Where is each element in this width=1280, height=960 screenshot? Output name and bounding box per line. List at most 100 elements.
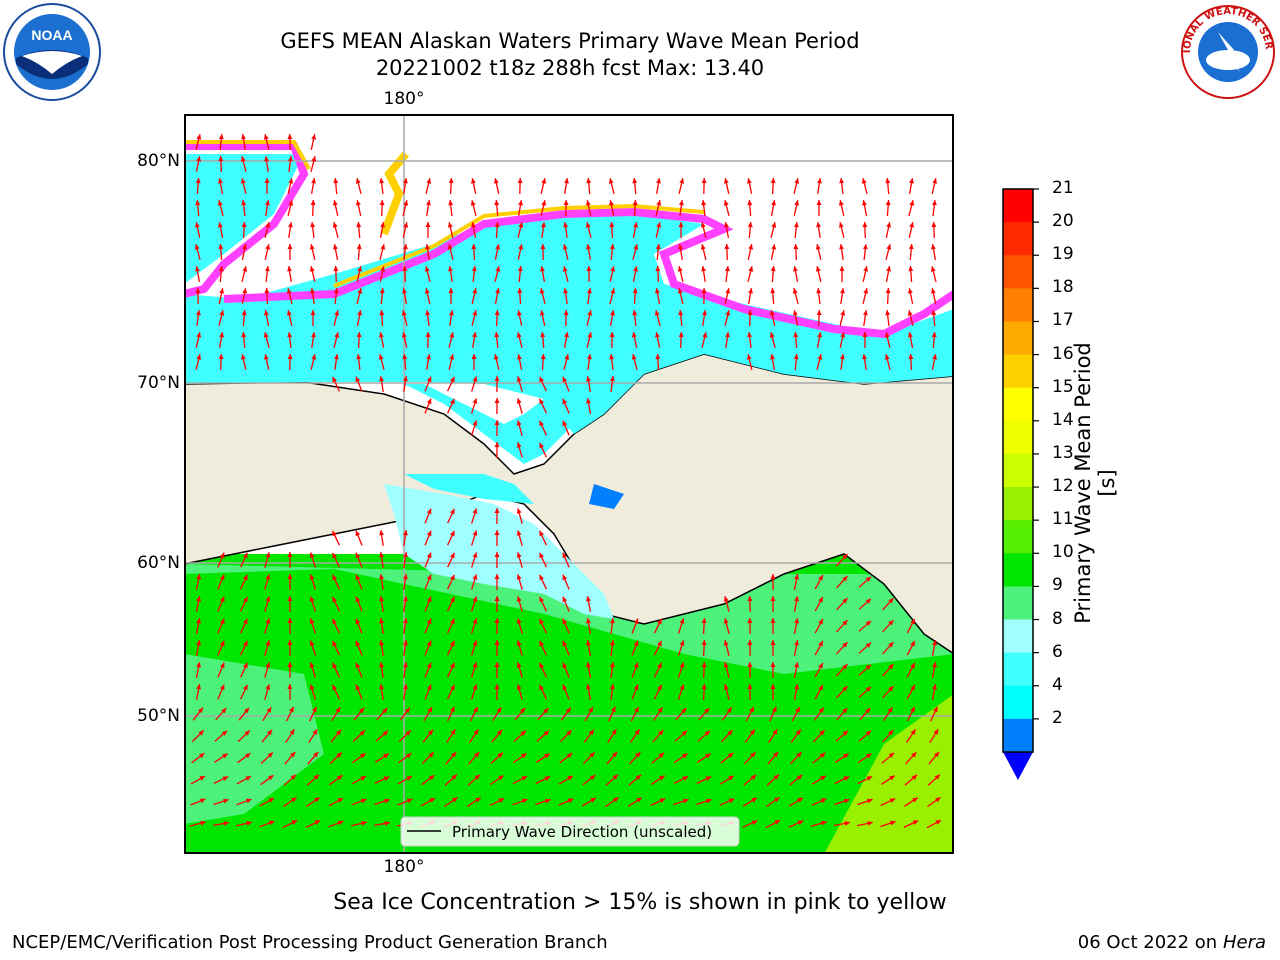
wave-arrow-head [702,332,708,338]
wave-arrow-head [678,200,684,206]
wave-arrow-head [358,707,364,714]
colorbar-swatch [1003,619,1033,654]
wave-arrow-head [539,684,544,691]
footer-date: 06 Oct 2022 on Hera [1078,932,1266,953]
wave-arrow-head [474,752,480,758]
wave-arrow-head [862,244,868,250]
wave-arrow-head [263,332,269,338]
wave-arrow-head [425,244,430,250]
wave-arrow-head [471,222,476,228]
wave-arrow-head [840,332,846,338]
wave-arrow-head [494,332,500,338]
wave-arrow-head [265,596,271,602]
wave-arrow-head [681,707,687,714]
wave-arrow-head [932,684,937,690]
wave-arrow-head [888,752,895,758]
wave-arrow-head [838,200,844,206]
wave-arrow-head [609,222,615,228]
wave-arrow-head [494,662,500,667]
wave-arrow-head [770,574,776,579]
wave-arrow-head [356,332,362,338]
wave-arrow-head [221,708,227,714]
wave-arrow-head [265,574,271,580]
footer-host: Hera [1222,932,1266,953]
colorbar-frame [1002,188,1034,753]
wave-arrow-head [473,706,478,713]
lat-label-50: 50°N [137,706,180,726]
wave-arrow-head [289,706,294,713]
colorbar-tick-label: 21 [1052,178,1074,198]
wave-arrow-head [495,288,500,294]
wave-arrow-head [449,354,455,360]
wave-arrow-head [632,288,638,294]
wave-arrow-head [682,776,689,781]
wave-arrow-head [911,774,918,780]
wave-arrow-head [657,707,663,713]
wave-arrow-head [196,640,201,646]
wave-arrow-head [195,178,201,184]
wave-arrow-head [451,774,457,780]
wave-arrow-head [887,707,893,713]
wave-arrow-head [747,684,753,690]
wave-arrow-head [450,398,455,405]
wave-arrow-head [794,200,800,206]
wave-arrow-head [821,820,827,826]
wave-arrow-head [633,618,639,625]
wave-arrow-head [195,200,201,206]
wave-arrow-head [360,776,366,781]
wave-arrow-head [723,640,729,646]
wave-arrow-head [772,706,777,713]
wave-arrow-head [723,178,729,184]
wave-arrow-head [361,820,367,826]
wave-arrow-head [448,178,454,184]
wave-arrow-head [264,288,270,294]
lat-label-60: 60°N [137,553,180,573]
wave-arrow-head [704,730,710,736]
wave-arrow-head [309,596,315,602]
wave-arrow-head [773,751,779,758]
wave-arrow-head [539,662,544,669]
wave-arrow-head [820,798,827,804]
wave-arrow-head [564,354,570,360]
wave-arrow-head [494,310,500,316]
wave-arrow-head [910,640,915,647]
wave-arrow-head [494,640,500,645]
wave-arrow-head [679,178,685,184]
wave-arrow-head [540,222,546,228]
wave-arrow-head [888,686,894,692]
wave-arrow-head [266,707,272,713]
wave-arrow-head [907,310,913,316]
chart-title: GEFS MEAN Alaskan Waters Primary Wave Me… [280,29,860,53]
wave-arrow-head [517,178,523,184]
wave-arrow-head [286,288,292,294]
wave-arrow-head [657,684,662,691]
wave-arrow-head [723,684,729,690]
wave-arrow-head [379,662,384,668]
wave-arrow-head [792,288,798,294]
wave-arrow-head [382,708,388,714]
wave-arrow-head [562,684,568,691]
bering-sea-cyan [404,474,534,504]
wave-arrow-head [287,332,293,338]
wave-arrow-head [403,596,408,602]
wave-arrow-head [309,684,315,690]
wave-arrow-head [567,798,574,804]
wave-arrow-head [677,266,683,272]
wave-arrow-head [311,354,317,360]
wave-arrow-head [360,798,367,804]
wave-arrow-head [818,574,823,581]
wave-arrow-head [240,354,246,360]
wave-arrow-head [360,753,366,759]
wave-arrow-head [884,354,890,360]
wave-arrow-head [888,642,894,648]
wave-arrow-head [565,707,571,714]
wave-arrow-head [633,266,638,272]
wave-arrow-head [723,596,729,602]
wave-arrow-head [450,376,455,383]
wave-arrow-head [863,266,869,272]
wave-arrow-head [498,798,505,803]
wave-arrow-head [243,552,248,559]
wave-arrow-head [609,640,615,646]
wave-arrow-head [907,288,913,294]
wave-arrow-head [403,200,409,206]
